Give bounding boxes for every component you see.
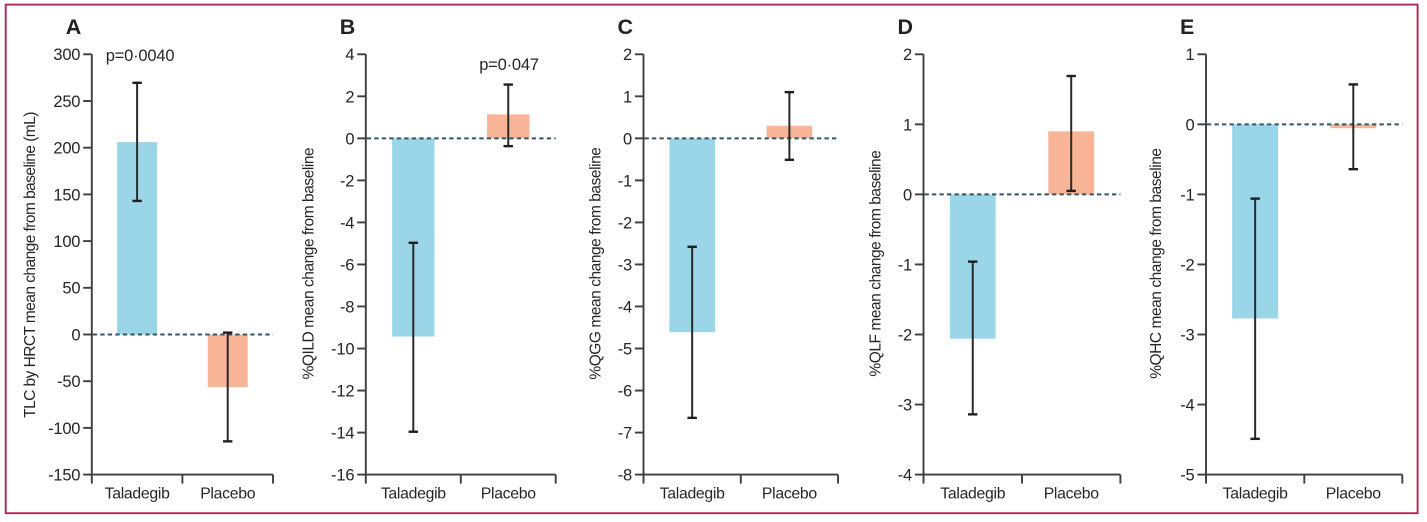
- svg-text:-16: -16: [331, 467, 354, 485]
- svg-text:Taladegib: Taladegib: [940, 485, 1005, 502]
- svg-text:-2: -2: [898, 326, 912, 344]
- svg-text:-2: -2: [340, 172, 354, 190]
- svg-text:-2: -2: [1180, 256, 1194, 274]
- svg-text:100: 100: [53, 233, 80, 251]
- svg-text:Placebo: Placebo: [1044, 485, 1100, 502]
- svg-text:%QGG mean change from baseline: %QGG mean change from baseline: [587, 148, 604, 380]
- svg-text:C: C: [618, 15, 634, 39]
- svg-text:-1: -1: [1180, 186, 1194, 204]
- svg-text:-3: -3: [898, 396, 912, 414]
- svg-text:50: 50: [62, 280, 80, 298]
- svg-text:%QHC mean change from baseline: %QHC mean change from baseline: [1148, 148, 1165, 378]
- svg-text:-150: -150: [48, 467, 80, 485]
- svg-text:1: 1: [1186, 46, 1195, 64]
- svg-text:%QILD mean change from baselin: %QILD mean change from baseline: [301, 148, 318, 380]
- svg-text:Placebo: Placebo: [200, 485, 256, 502]
- svg-text:300: 300: [53, 46, 80, 64]
- svg-text:150: 150: [53, 186, 80, 204]
- svg-text:-7: -7: [618, 425, 632, 443]
- svg-text:-10: -10: [331, 340, 354, 358]
- svg-text:Placebo: Placebo: [481, 485, 537, 502]
- svg-text:-4: -4: [898, 467, 912, 485]
- svg-text:Taladegib: Taladegib: [381, 485, 446, 502]
- svg-text:0: 0: [71, 326, 80, 344]
- svg-text:-50: -50: [57, 373, 80, 391]
- svg-text:1: 1: [903, 116, 912, 134]
- svg-text:-4: -4: [340, 214, 354, 232]
- svg-text:Taladegib: Taladegib: [660, 485, 725, 502]
- svg-text:0: 0: [903, 186, 912, 204]
- svg-text:250: 250: [53, 93, 80, 111]
- svg-text:-3: -3: [618, 256, 632, 274]
- svg-text:D: D: [898, 15, 914, 39]
- svg-text:200: 200: [53, 140, 80, 158]
- svg-text:2: 2: [345, 88, 354, 106]
- svg-text:0: 0: [1186, 116, 1195, 134]
- svg-text:-1: -1: [618, 172, 632, 190]
- svg-text:1: 1: [623, 88, 632, 106]
- svg-text:-6: -6: [340, 256, 354, 274]
- svg-text:-4: -4: [618, 298, 632, 316]
- svg-text:2: 2: [623, 46, 632, 64]
- svg-text:-12: -12: [331, 382, 354, 400]
- svg-text:B: B: [340, 15, 356, 39]
- svg-text:p=0·0040: p=0·0040: [106, 47, 175, 65]
- svg-text:-2: -2: [618, 214, 632, 232]
- svg-text:-14: -14: [331, 425, 354, 443]
- svg-text:Taladegib: Taladegib: [105, 485, 170, 502]
- svg-text:-6: -6: [618, 382, 632, 400]
- svg-text:-1: -1: [898, 256, 912, 274]
- svg-text:Placebo: Placebo: [1326, 485, 1382, 502]
- svg-text:p=0·047: p=0·047: [479, 56, 539, 74]
- svg-text:%QLF mean change from baseline: %QLF mean change from baseline: [867, 151, 884, 377]
- svg-text:TLC by HRCT mean change from b: TLC by HRCT mean change from baseline (m…: [22, 112, 39, 418]
- svg-text:-8: -8: [340, 298, 354, 316]
- svg-text:A: A: [66, 15, 82, 39]
- svg-text:-5: -5: [618, 340, 632, 358]
- svg-text:-4: -4: [1180, 396, 1194, 414]
- svg-text:2: 2: [903, 46, 912, 64]
- svg-text:Placebo: Placebo: [762, 485, 818, 502]
- svg-text:0: 0: [345, 130, 354, 148]
- svg-text:-8: -8: [618, 467, 632, 485]
- svg-text:4: 4: [345, 46, 354, 64]
- svg-text:0: 0: [623, 130, 632, 148]
- svg-text:E: E: [1180, 15, 1194, 39]
- svg-text:-5: -5: [1180, 467, 1194, 485]
- svg-text:-3: -3: [1180, 326, 1194, 344]
- svg-text:Taladegib: Taladegib: [1223, 485, 1288, 502]
- svg-text:-100: -100: [48, 420, 80, 438]
